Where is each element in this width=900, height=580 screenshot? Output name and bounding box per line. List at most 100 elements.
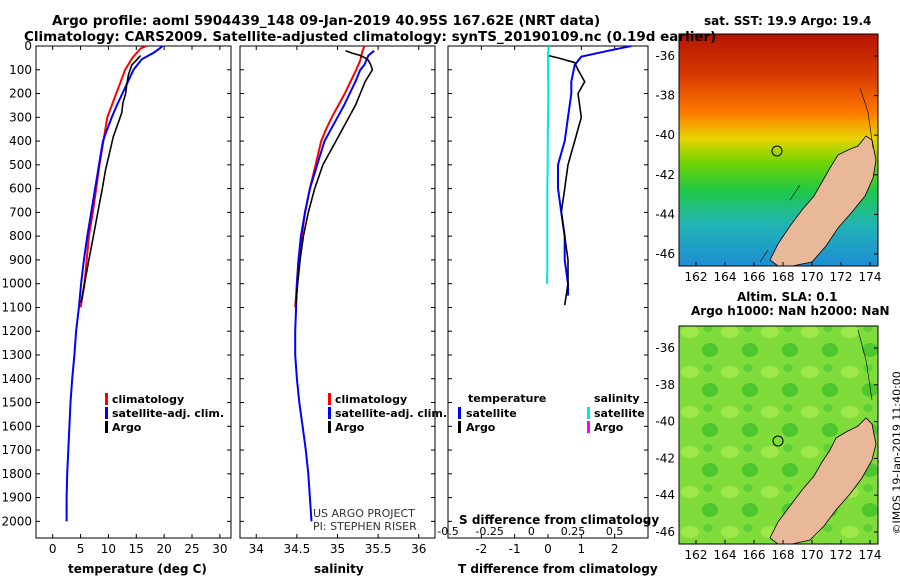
map-lon-label: 168 [772,270,795,284]
y-tick-label: 900 [9,253,32,267]
y-tick-label: 1100 [1,300,32,314]
salinity-axis-label: salinity [314,562,364,576]
difference-lines [546,46,632,306]
temp-legend-satellite: satellite-adj. clim. [112,407,225,420]
series-satellite-adj-clim- [294,50,375,522]
map-lat-label: -44 [655,207,675,221]
y-tick-label: 600 [9,182,32,196]
diff-legend-sal-satellite: satellite [594,407,645,420]
x-tick-label: 20 [157,542,172,556]
map-lat-label: -40 [655,128,675,142]
credit-project: US ARGO PROJECT [313,507,415,520]
x-tick-label: -2 [475,542,487,556]
series-satellite-adj-clim- [65,46,164,522]
salinity-depth-ticks [240,45,435,522]
map-lat-label: -38 [655,378,675,392]
temp-legend-climatology-swatch [105,393,108,405]
s-difference-axis-label: S difference from climatology [459,513,660,527]
diff-legend-temp-satellite: satellite [466,407,517,420]
map-lon-label: 170 [801,270,824,284]
x-tick-label: 1 [578,542,586,556]
temperature-axis-label: temperature (deg C) [68,562,207,576]
series-climatology [79,46,147,308]
sst-float-marker [771,145,783,157]
map-lat-label: -46 [655,525,675,539]
temp-legend-satellite-swatch [105,407,108,419]
x2-tick-label: 0.5 [606,525,624,538]
x-tick-label: 2 [611,542,619,556]
series-argo [295,50,374,303]
x-tick-label: 0 [49,542,57,556]
y-tick-label: 200 [9,87,32,101]
sst-land-mass [769,135,877,267]
series-temperature-satellite [557,46,632,296]
salinity-difference-x-axis: -0.5 -0.25 0 0.25 0.5 [437,525,623,538]
sla-float-marker [772,435,784,447]
x2-tick-label: -0.5 [437,525,458,538]
series-salinity-satellite [546,46,550,284]
map-lat-label: -42 [655,168,675,182]
sla-land-mass [769,417,877,545]
x2-tick-label: 0 [528,525,535,538]
difference-panel: -2 -1 0 1 2 -0.5 -0.25 0 0.25 0.5 [437,45,649,556]
sal-legend-climatology-swatch [328,393,331,405]
map-lat-label: -36 [655,49,675,63]
diff-legend-salinity-header: salinity [594,392,640,405]
map-lon-label: 166 [743,548,766,562]
diff-legend-sal-argo: Argo [594,421,624,434]
y-tick-label: 400 [9,134,32,148]
map-lon-label: 168 [772,548,795,562]
x-tick-label: 35.5 [365,542,392,556]
credit-pi: PI: STEPHEN RISER [313,520,417,533]
diff-legend-temp-argo-swatch [458,421,461,433]
map-lon-label: 162 [685,270,708,284]
sla-contour [857,329,873,401]
depth-axis: 0 100 200 300 400 500 600 700 800 900 1000 1100 1200… [1,39,231,528]
sst-map-ticks: -36 -38 -40 -42 -44 -46 162 164 166 168 170 172 174 [655,49,881,284]
y-tick-label: 100 [9,63,32,77]
map-lat-label: -46 [655,247,675,261]
sla-map-title-line1: Altim. SLA: 0.1 [737,290,838,304]
sla-map-ticks: -36 -38 -40 -42 -44 -46 162 164 166 168 170 172 174 [655,341,881,562]
x2-tick-label: 0.25 [561,525,586,538]
x-tick-label: 5 [77,542,85,556]
diff-legend-temp-satellite-swatch [458,407,461,419]
y-tick-label: 1200 [1,324,32,338]
sst-map-frame [678,33,879,267]
y-tick-label: 1000 [1,277,32,291]
y-tick-label: 1400 [1,372,32,386]
y-tick-label: 300 [9,110,32,124]
sal-legend-satellite: satellite-adj. clim. [335,407,448,420]
y-tick-label: 1500 [1,396,32,410]
sst-map: -36 -38 -40 -42 -44 -46 162 164 166 168 170 172 174 [655,33,881,284]
temp-legend-argo: Argo [112,421,142,434]
salinity-panel: 34 34.5 35 35.5 36 [239,45,436,556]
y-tick-label: 800 [9,229,32,243]
map-lon-label: 164 [714,548,737,562]
diff-legend-temperature-header: temperature [468,392,547,405]
series-temperature-argo [547,54,586,306]
temperature-x-axis: 0 5 10 15 20 25 30 [49,46,227,556]
sla-map-frame [678,325,879,545]
x-tick-label: 36 [411,542,426,556]
map-lat-label: -40 [655,415,675,429]
legend-swatches [105,393,590,433]
temperature-panel: 0100200300400500600700800900100011001200… [1,39,232,556]
map-lon-label: 166 [743,270,766,284]
x-tick-label: 10 [101,542,116,556]
diff-legend-sal-argo-swatch [587,421,590,433]
y-tick-label: 1600 [1,419,32,433]
salinity-axes-frame [239,45,436,539]
diff-legend-sal-satellite-swatch [587,407,590,419]
salinity-lines [294,46,375,522]
sst-field [679,34,878,266]
sst-map-title: sat. SST: 19.9 Argo: 19.4 [704,14,872,28]
x-tick-label: 25 [184,542,199,556]
x2-tick-label: -0.25 [475,525,503,538]
y-tick-label: 700 [9,205,32,219]
sla-map: -36 -38 -40 -42 -44 -46 162 164 166 168 170 172 174 [655,325,881,562]
sla-map-title-line2: Argo h1000: NaN h2000: NaN [691,304,890,318]
x-tick-label: 35 [330,542,345,556]
t-difference-axis-label: T difference from climatology [458,562,658,576]
